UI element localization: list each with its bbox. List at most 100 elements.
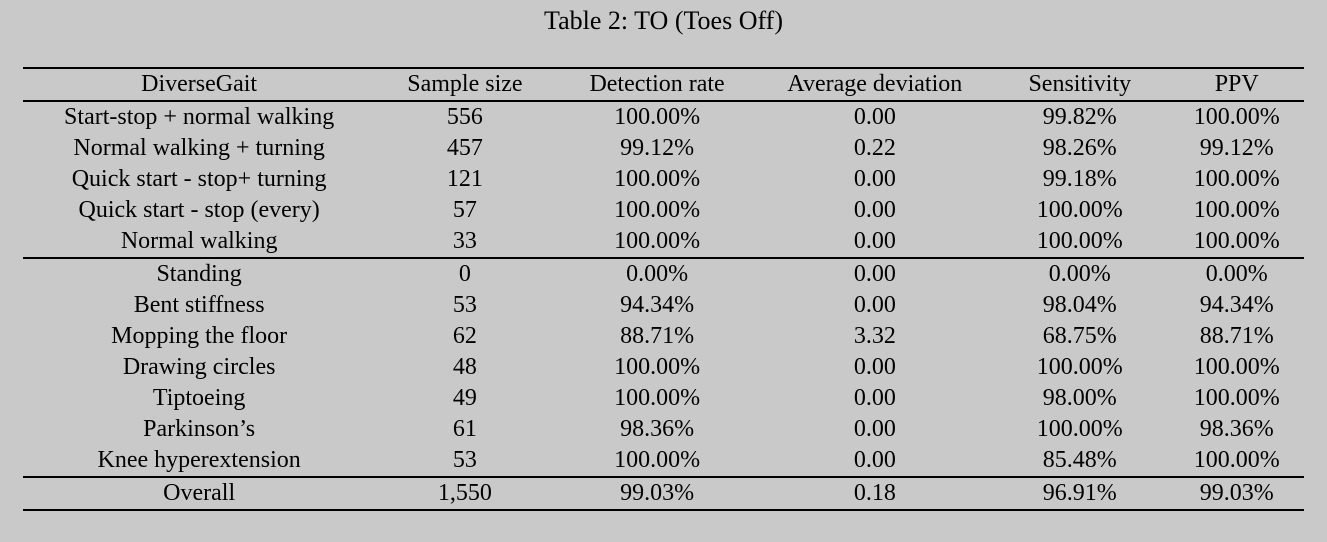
table-row: Tiptoeing 49 100.00% 0.00 98.00% 100.00% xyxy=(23,383,1304,414)
value-cell: 61 xyxy=(452,415,477,442)
column-header-0: DiverseGait xyxy=(23,66,376,102)
value-cell: 100.00% xyxy=(1193,196,1280,223)
value-cell: 0.00 xyxy=(853,103,896,130)
activity-label-cell: Drawing circles xyxy=(122,353,276,380)
activity-label-cell: Mopping the floor xyxy=(111,322,288,349)
value-cell: 0.00 xyxy=(853,165,896,192)
value-cell: 100.00% xyxy=(614,103,701,130)
value-cell: 100.00% xyxy=(1193,165,1280,192)
value-cell: 68.75% xyxy=(1042,322,1117,349)
table-row: Standing 0 0.00% 0.00 0.00% 0.00% xyxy=(23,256,1304,290)
table-row: Quick start - stop+ turning 121 100.00% 0.0… xyxy=(23,164,1304,195)
value-cell: 100.00% xyxy=(614,196,701,223)
value-cell: 121 xyxy=(446,165,483,192)
value-cell: 0.00 xyxy=(759,256,991,290)
table-row: Normal walking 33 100.00% 0.00 100.00% 100.00… xyxy=(23,226,1304,258)
value-cell: 98.00% xyxy=(1042,384,1117,411)
value-cell: 100.00% xyxy=(614,227,701,254)
column-header-4: Sensitivity xyxy=(990,66,1170,102)
column-header-5: PPV xyxy=(1169,66,1304,102)
column-header-3: Average deviation xyxy=(759,66,991,102)
activity-label-cell: Quick start - stop (every) xyxy=(78,196,320,223)
column-header-2: Detection rate xyxy=(554,66,760,102)
value-cell: 88.71% xyxy=(1199,322,1274,349)
value-cell: 94.34% xyxy=(620,291,695,318)
value-cell: 85.48% xyxy=(1042,446,1117,473)
activity-label-cell: Normal walking xyxy=(120,227,278,254)
value-cell: 98.26% xyxy=(1042,134,1117,161)
value-cell: 99.18% xyxy=(1042,165,1117,192)
value-cell: 0 xyxy=(375,256,555,290)
table-row: Mopping the floor 62 88.71% 3.32 68.75% 88.71… xyxy=(23,321,1304,352)
value-cell: 556 xyxy=(446,103,483,130)
value-cell: 33 xyxy=(452,227,477,254)
table-row: Knee hyperextension 53 100.00% 0.00 85.48% 10… xyxy=(23,445,1304,477)
value-cell: 98.04% xyxy=(1042,291,1117,318)
value-cell: 100.00% xyxy=(614,384,701,411)
header-row: DiverseGait Sample size Detection rate Aver… xyxy=(23,66,1304,102)
value-cell: 62 xyxy=(452,322,477,349)
activity-label-cell: Normal walking + turning xyxy=(73,134,325,161)
value-cell: 0.18 xyxy=(759,475,991,511)
value-cell: 0.22 xyxy=(853,134,896,161)
value-cell: 1,550 xyxy=(375,475,555,511)
value-cell: 94.34% xyxy=(1199,291,1274,318)
value-cell: 100.00% xyxy=(1193,384,1280,411)
section-other-activities: Standing 0 0.00% 0.00 0.00% 0.00% Bent stiffne… xyxy=(23,256,1304,477)
value-cell: 0.00 xyxy=(853,415,896,442)
table-row: Drawing circles 48 100.00% 0.00 100.00% 100.0… xyxy=(23,352,1304,383)
value-cell: 98.36% xyxy=(1199,415,1274,442)
activity-label-cell: Standing xyxy=(23,256,376,290)
table-row: Quick start - stop (every) 57 100.00% 0.00 1… xyxy=(23,195,1304,226)
value-cell: 99.03% xyxy=(1169,475,1304,511)
table-row: Parkinson’s 61 98.36% 0.00 100.00% 98.36% xyxy=(23,414,1304,445)
column-header-1: Sample size xyxy=(375,66,555,102)
value-cell: 100.00% xyxy=(1036,227,1123,254)
table-header: DiverseGait Sample size Detection rate Aver… xyxy=(23,66,1304,102)
value-cell: 99.12% xyxy=(1199,134,1274,161)
table-row: Overall 1,550 99.03% 0.18 96.91% 99.03% xyxy=(23,475,1304,511)
value-cell: 0.00% xyxy=(1169,256,1304,290)
activity-label-cell: Parkinson’s xyxy=(143,415,256,442)
value-cell: 48 xyxy=(452,353,477,380)
table-row: Start-stop + normal walking 556 100.00% 0.0… xyxy=(23,101,1304,133)
value-cell: 100.00% xyxy=(1036,353,1123,380)
value-cell: 100.00% xyxy=(1193,446,1280,473)
value-cell: 3.32 xyxy=(853,322,896,349)
value-cell: 0.00% xyxy=(554,256,760,290)
value-cell: 88.71% xyxy=(620,322,695,349)
value-cell: 49 xyxy=(452,384,477,411)
value-cell: 457 xyxy=(446,134,483,161)
value-cell: 99.12% xyxy=(620,134,695,161)
value-cell: 0.00 xyxy=(853,446,896,473)
value-cell: 0.00 xyxy=(853,196,896,223)
activity-label-cell: Quick start - stop+ turning xyxy=(71,165,327,192)
value-cell: 100.00% xyxy=(1036,196,1123,223)
value-cell: 100.00% xyxy=(1193,227,1280,254)
section-gait-scenarios: Start-stop + normal walking 556 100.00% 0.0… xyxy=(23,101,1304,258)
activity-label-cell: Overall xyxy=(23,475,376,511)
value-cell: 96.91% xyxy=(990,475,1170,511)
section-overall: Overall 1,550 99.03% 0.18 96.91% 99.03% xyxy=(23,475,1304,511)
activity-label-cell: Knee hyperextension xyxy=(97,446,301,473)
activity-label-cell: Tiptoeing xyxy=(152,384,246,411)
activity-label-cell: Start-stop + normal walking xyxy=(64,103,335,130)
value-cell: 100.00% xyxy=(614,353,701,380)
value-cell: 0.00% xyxy=(990,256,1170,290)
value-cell: 53 xyxy=(452,291,477,318)
value-cell: 98.36% xyxy=(620,415,695,442)
value-cell: 57 xyxy=(452,196,477,223)
value-cell: 99.82% xyxy=(1042,103,1117,130)
value-cell: 100.00% xyxy=(1193,353,1280,380)
value-cell: 100.00% xyxy=(1036,415,1123,442)
results-table: DiverseGait Sample size Detection rate Aver… xyxy=(23,66,1304,511)
activity-label-cell: Bent stiffness xyxy=(133,291,265,318)
table-row: Bent stiffness 53 94.34% 0.00 98.04% 94.34% xyxy=(23,290,1304,321)
value-cell: 53 xyxy=(452,446,477,473)
value-cell: 0.00 xyxy=(853,353,896,380)
value-cell: 100.00% xyxy=(614,165,701,192)
value-cell: 100.00% xyxy=(614,446,701,473)
table-caption: Table 2: TO (Toes Off) xyxy=(544,6,783,35)
value-cell: 0.00 xyxy=(853,227,896,254)
table-row: Normal walking + turning 457 99.12% 0.22 98.… xyxy=(23,133,1304,164)
